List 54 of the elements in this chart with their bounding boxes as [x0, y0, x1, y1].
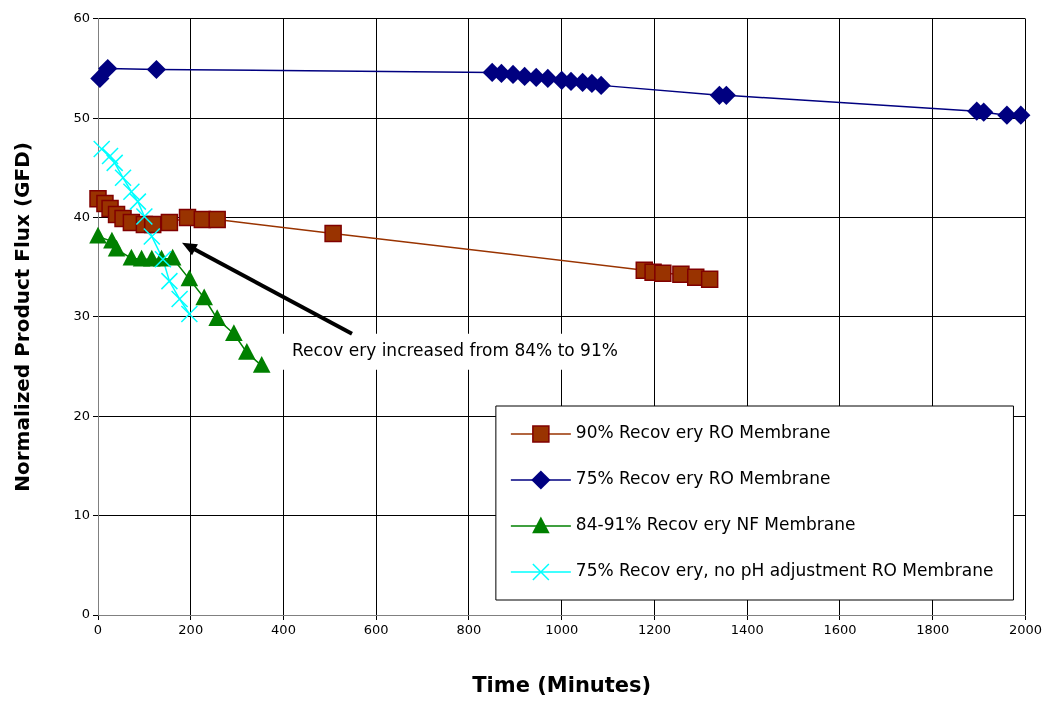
point	[654, 264, 672, 282]
y-axis-title: Normalized Product Flux (GFD)	[10, 142, 35, 492]
legend-label: 75% Recov ery RO Membrane	[575, 468, 831, 489]
y-tick-label: 10	[73, 507, 90, 523]
x-tick-label: 2000	[1008, 622, 1042, 638]
legend-label: 90% Recov ery RO Membrane	[575, 422, 831, 443]
point	[997, 105, 1017, 125]
point	[143, 227, 161, 246]
point	[90, 68, 110, 89]
y-tick-label: 50	[73, 109, 90, 125]
legend-label: 84-91% Recov ery NF Membrane	[575, 514, 856, 535]
y-tick-label: 40	[73, 208, 90, 224]
point	[146, 59, 167, 80]
point	[170, 290, 189, 308]
point	[114, 169, 132, 187]
point	[107, 239, 126, 257]
point	[208, 309, 226, 327]
x-tick-label: 800	[456, 622, 482, 638]
y-tick-label: 60	[73, 10, 90, 26]
point	[538, 68, 558, 89]
x-tick-label: 600	[363, 622, 389, 638]
y-tick-label: 20	[73, 407, 90, 423]
point	[238, 343, 256, 360]
point	[89, 226, 107, 244]
point	[225, 324, 243, 341]
point	[160, 272, 179, 290]
point	[129, 192, 147, 211]
point	[160, 213, 179, 232]
x-tick-label: 1000	[545, 622, 579, 638]
y-tick-label: 30	[73, 308, 90, 324]
x-tick-label: 1400	[730, 622, 764, 638]
y-tick-label: 0	[81, 606, 90, 622]
point	[252, 355, 271, 373]
point	[195, 288, 213, 306]
x-tick-label: 400	[271, 622, 296, 638]
x-tick-label: 0	[93, 622, 103, 638]
x-tick-label: 1600	[823, 622, 857, 638]
point	[180, 305, 199, 323]
legend-label: 75% Recov ery, no pH adjustment RO Membrane	[575, 560, 994, 581]
point	[122, 182, 141, 201]
point	[98, 58, 118, 79]
point	[1011, 105, 1031, 125]
point	[700, 270, 719, 288]
point	[92, 140, 111, 158]
x-tick-label: 200	[178, 622, 204, 638]
x-axis-title: Time (Minutes)	[472, 672, 652, 697]
point	[105, 154, 124, 172]
point	[180, 269, 199, 287]
annotation: Recov ery increased from 84% to 91%	[292, 340, 618, 361]
x-tick-label: 1800	[916, 622, 950, 638]
x-tick-label: 1200	[637, 622, 672, 638]
point	[208, 210, 226, 229]
point	[324, 224, 342, 243]
point	[135, 207, 154, 226]
